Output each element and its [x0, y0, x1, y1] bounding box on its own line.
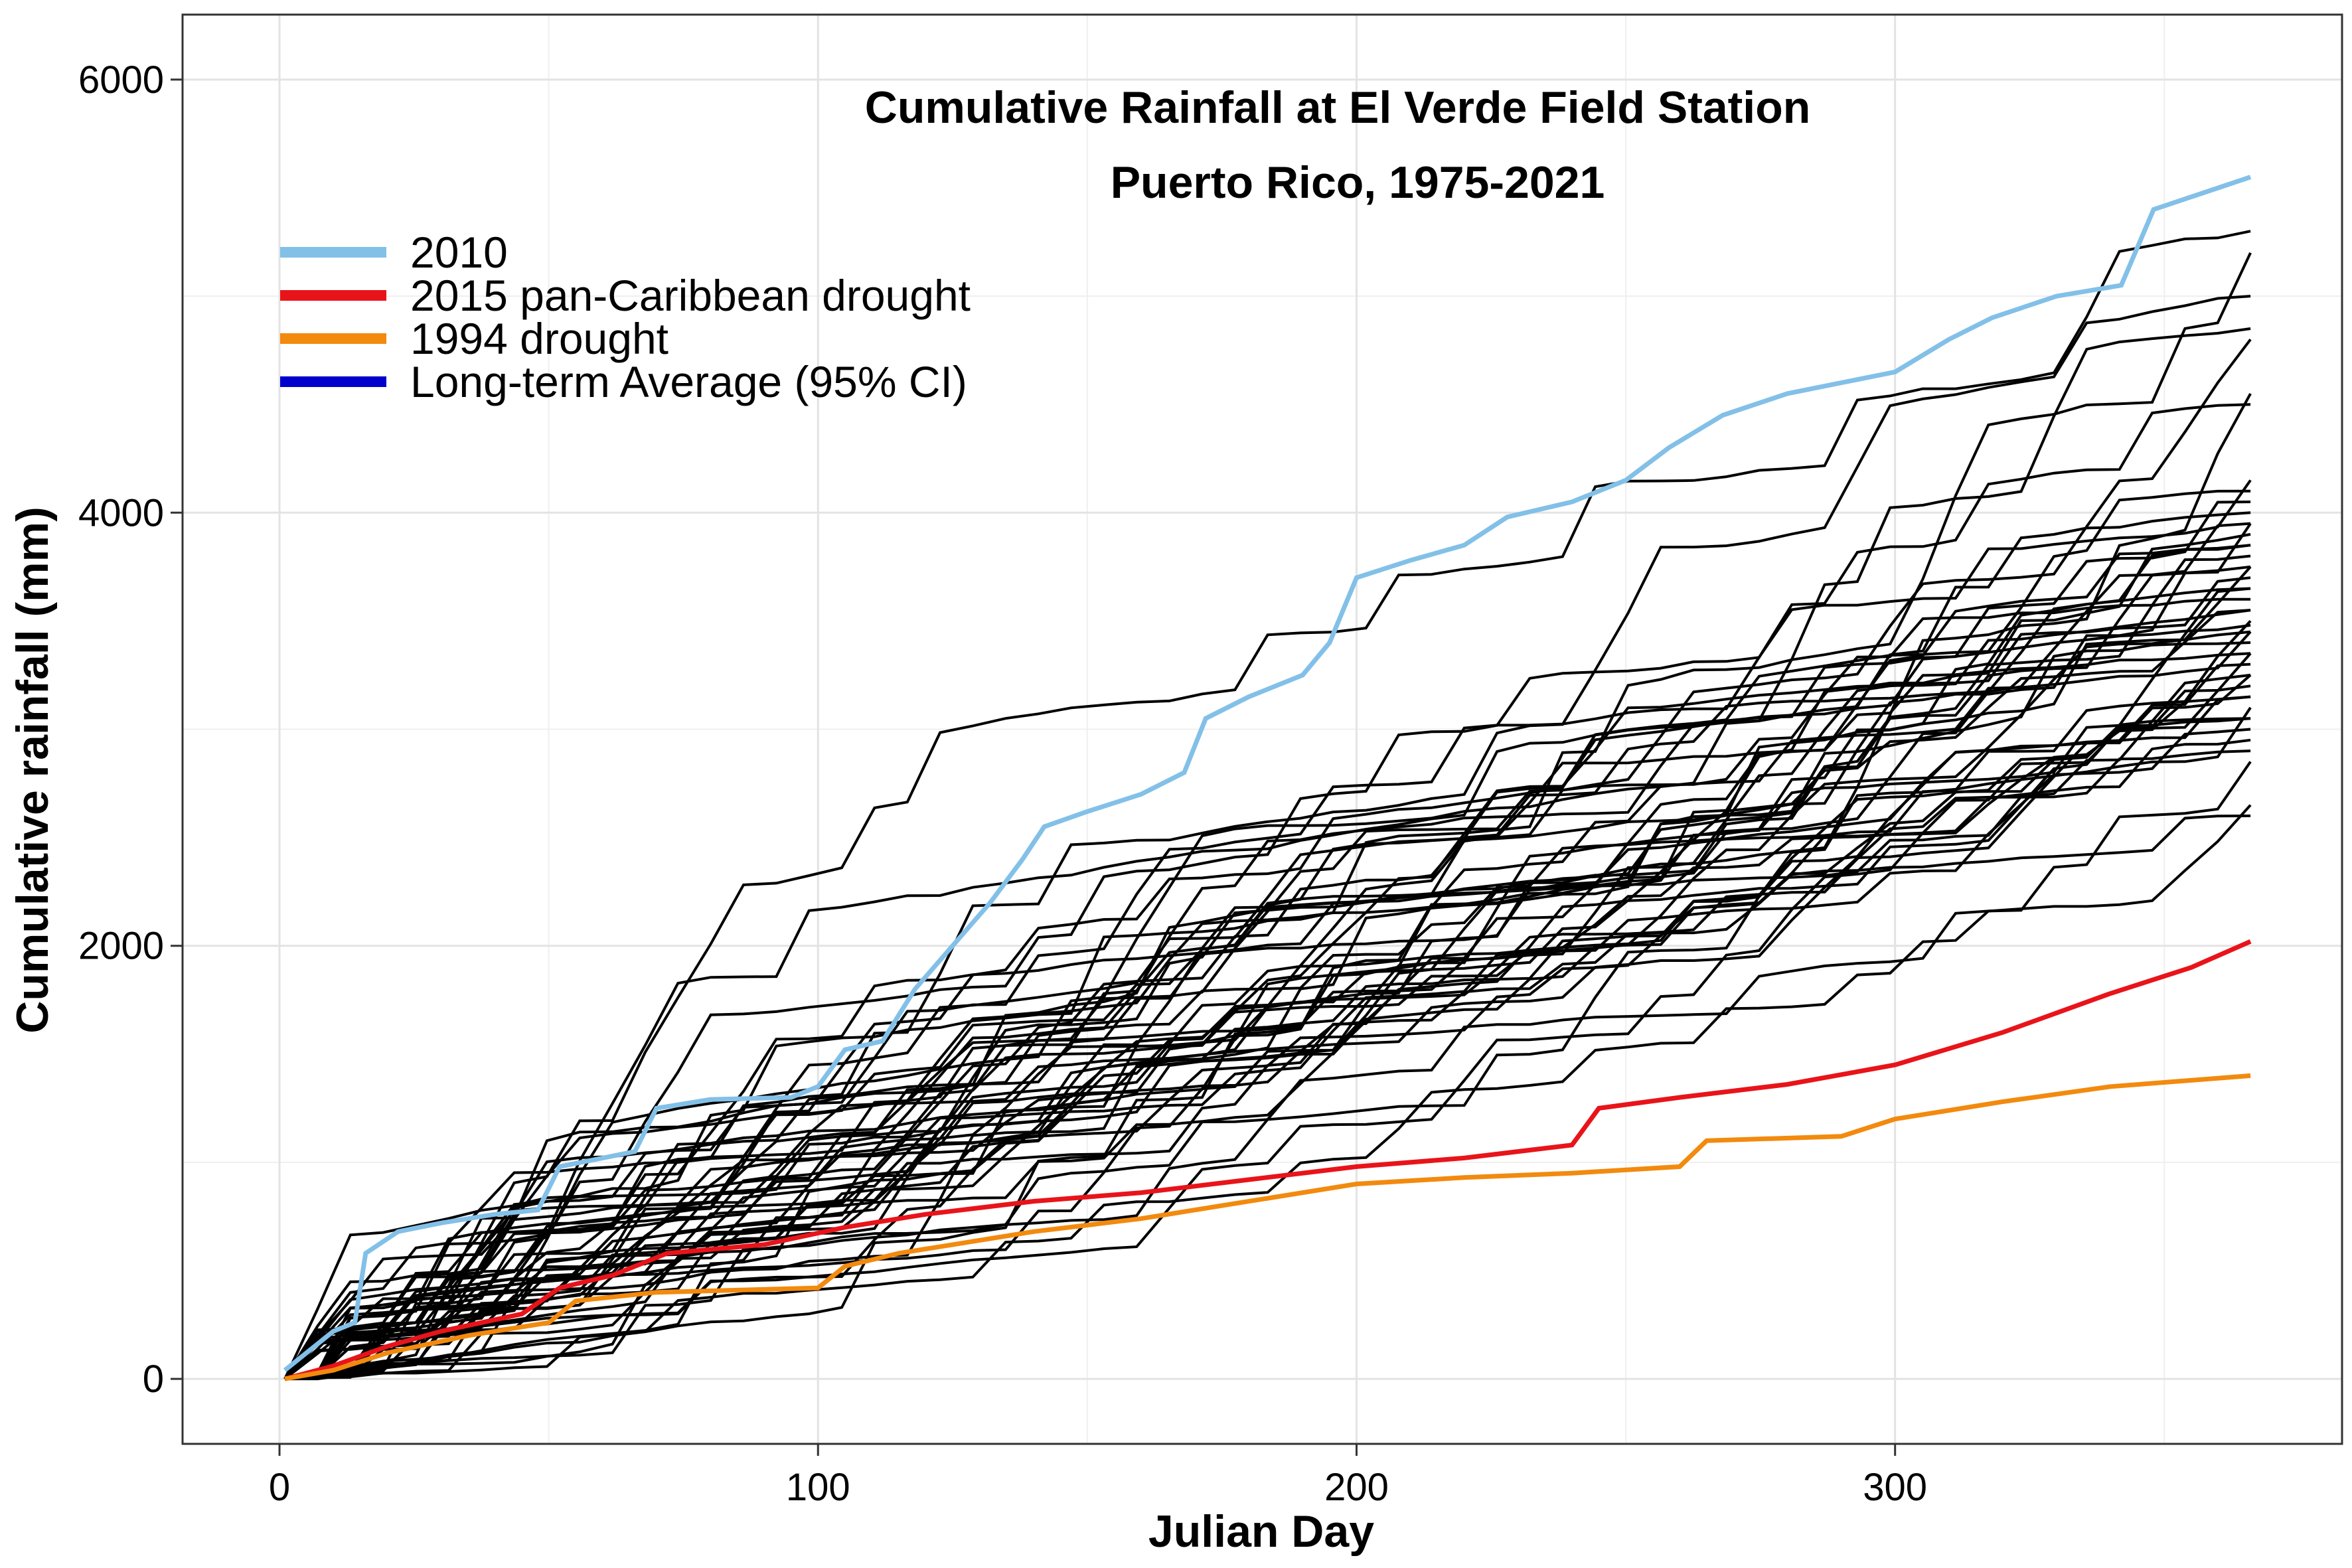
- year-series-line: [285, 717, 2251, 1381]
- year-series-line: [284, 403, 2251, 1381]
- year-series-line: [284, 392, 2252, 1381]
- y-axis-ticks: 0 2000 4000 6000: [78, 58, 183, 1401]
- year-series-line: [285, 728, 2251, 1381]
- year-series-line: [284, 554, 2251, 1381]
- year-series-line: [283, 717, 2251, 1380]
- year-series-line: [285, 501, 2251, 1381]
- year-series-line: [283, 695, 2251, 1380]
- y-tick-label: 4000: [78, 491, 164, 534]
- chart-subtitle: Puerto Rico, 1975-2021: [1111, 157, 1605, 208]
- year-series-line: [283, 522, 2252, 1380]
- year-series-line: [284, 587, 2251, 1381]
- y-axis-title: Cumulative rainfall (mm): [7, 507, 58, 1034]
- year-series-line: [284, 532, 2251, 1381]
- x-axis-ticks: 0 100 200 300: [269, 1444, 1927, 1509]
- x-tick-label: 200: [1324, 1466, 1389, 1509]
- chart-title: Cumulative Rainfall at El Verde Field St…: [865, 82, 1811, 133]
- panel-border: [181, 13, 2343, 1445]
- year-series-line: [285, 631, 2252, 1381]
- highlight-series-line: [283, 175, 2252, 1372]
- x-tick-label: 300: [1863, 1466, 1927, 1509]
- year-series-line: [283, 252, 2252, 1379]
- year-series-line: [285, 230, 2251, 1381]
- y-tick-label: 0: [143, 1358, 164, 1401]
- highlighted-series: [283, 175, 2252, 1381]
- year-series-line: [284, 623, 2251, 1381]
- legend-label: 2010: [410, 228, 508, 277]
- x-tick-label: 100: [786, 1466, 850, 1509]
- legend-label: 2015 pan-Caribbean drought: [410, 271, 971, 320]
- other-years-series: [283, 230, 2252, 1381]
- year-series-line: [284, 511, 2251, 1381]
- legend-label: 1994 drought: [410, 314, 668, 363]
- year-series-line: [284, 641, 2251, 1381]
- year-series-line: [283, 544, 2251, 1380]
- y-tick-label: 6000: [78, 58, 164, 102]
- x-tick-label: 0: [269, 1466, 290, 1509]
- year-series-line: [283, 620, 2252, 1380]
- y-tick-label: 2000: [78, 925, 164, 968]
- legend-label: Long-term Average (95% CI): [410, 357, 967, 406]
- highlight-series-line: [284, 939, 2252, 1381]
- year-series-line: [285, 327, 2251, 1381]
- highlight-series-line: [284, 1073, 2251, 1381]
- year-series-line: [284, 489, 2251, 1381]
- x-axis-title: Julian Day: [1148, 1506, 1374, 1557]
